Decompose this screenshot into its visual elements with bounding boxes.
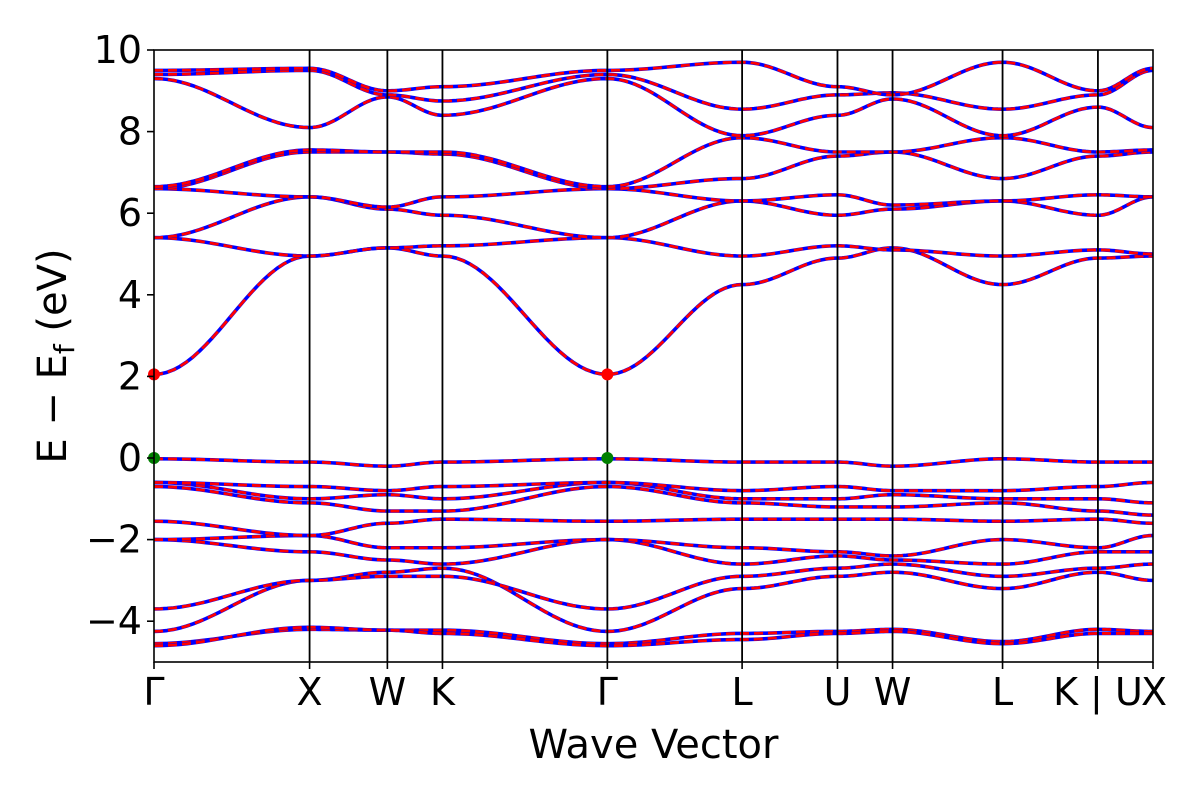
x-tick-label: Γ <box>143 670 164 714</box>
y-axis-label-subscript: f <box>48 343 81 354</box>
x-tick-label: U <box>824 670 852 714</box>
y-tick-label: 8 <box>118 110 142 154</box>
y-tick-label: −4 <box>86 599 142 643</box>
y-tick-label: −2 <box>86 518 142 562</box>
x-tick-label: K <box>430 670 456 714</box>
y-axis-label-main: E − E <box>30 354 76 464</box>
band-line-red-17 <box>154 77 1153 138</box>
x-tick-label: Γ <box>597 670 618 714</box>
y-tick-label: 2 <box>118 354 142 398</box>
x-axis-label: Wave Vector <box>529 722 780 768</box>
y-tick-label: 10 <box>94 28 142 72</box>
x-tick-label: L <box>992 670 1013 714</box>
x-tick-label: W <box>874 670 912 714</box>
y-tick-label: 4 <box>118 273 142 317</box>
band-edge-marker-3 <box>601 452 614 464</box>
band-edge-marker-1 <box>601 368 614 381</box>
y-axis-label-unit: (eV) <box>30 248 76 344</box>
band-line-red-3 <box>154 562 1153 611</box>
x-tick-label: W <box>369 670 407 714</box>
x-tick-label: X <box>1141 670 1167 714</box>
x-tick-label: L <box>732 670 753 714</box>
band-edge-markers <box>148 368 614 464</box>
y-tick-label: 0 <box>118 436 142 480</box>
y-tick-label: 6 <box>118 191 142 235</box>
x-tick-label: K | U <box>1053 670 1143 715</box>
high-symmetry-lines <box>308 50 1099 662</box>
y-axis-ticks: −4 −2 0 2 4 6 8 10 <box>86 28 154 643</box>
plot-frame <box>153 49 1154 663</box>
y-axis-label: E − Ef (eV) <box>30 248 81 463</box>
x-tick-label: X <box>297 670 323 714</box>
band-line-red-18 <box>154 69 1153 111</box>
